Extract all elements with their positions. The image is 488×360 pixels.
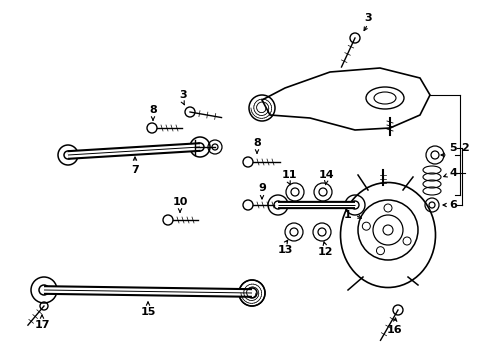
Text: 10: 10 [172,197,187,207]
Text: 12: 12 [317,247,332,257]
Text: 5: 5 [448,143,456,153]
Text: 7: 7 [131,165,139,175]
Text: 4: 4 [448,168,456,178]
Text: 8: 8 [149,105,157,115]
Text: 17: 17 [34,320,50,330]
Text: 1: 1 [344,210,351,220]
Text: 2: 2 [460,143,468,153]
Text: 16: 16 [386,325,402,335]
Text: 3: 3 [364,13,371,23]
Text: 13: 13 [277,245,292,255]
Text: 11: 11 [281,170,296,180]
Text: 8: 8 [253,138,260,148]
Text: 9: 9 [258,183,265,193]
Text: 14: 14 [318,170,333,180]
Text: 6: 6 [448,200,456,210]
Text: 15: 15 [140,307,155,317]
Text: 3: 3 [179,90,186,100]
